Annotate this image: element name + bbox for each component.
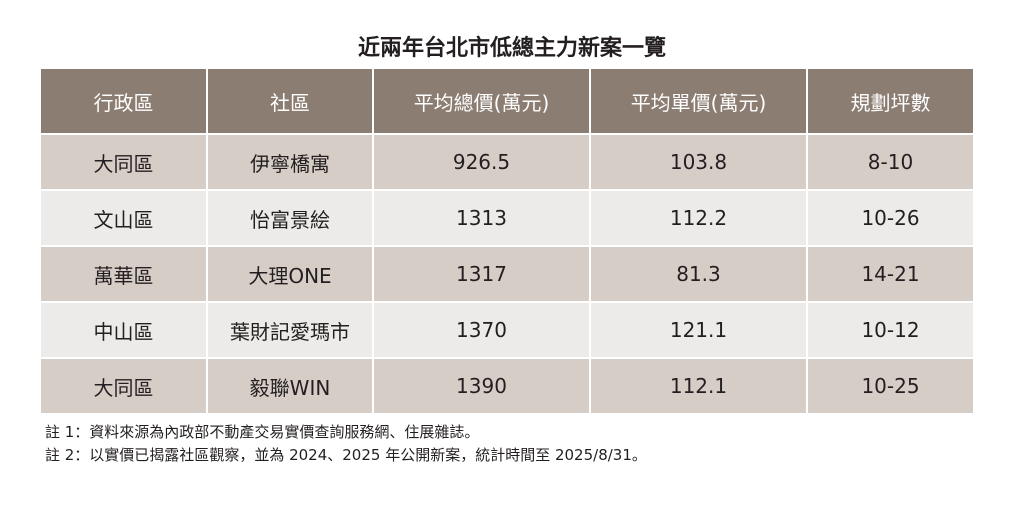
table-row: 大同區 毅聯WIN 1390 112.1 10-25 [41,357,973,415]
table-cell: 1313 [372,189,591,247]
table-cell: 伊寧橋寓 [206,133,374,191]
table-row: 大同區 伊寧橋寓 926.5 103.8 8-10 [41,133,973,191]
table-cell: 萬華區 [41,245,208,303]
table-cell: 926.5 [372,133,591,191]
title: 近兩年台北市低總主力新案一覽 [357,36,666,61]
table-cell: 14-21 [806,245,973,303]
table-cell: 112.2 [589,189,808,247]
table-cell: 中山區 [41,301,208,359]
table-cell: 112.1 [589,357,808,415]
table: 行政區 社區 平均總價(萬元) 平均單價(萬元) 規劃坪數 大同區 伊寧橋寓 926.5 103… [41,69,973,415]
table-cell: 10-25 [806,357,973,415]
note: 註 1：資料來源為內政部不動產交易實價查詢服務網、住展雜誌。 [45,423,480,441]
table-row: 文山區 怡富景絵 1313 112.2 10-26 [41,189,973,247]
header-cell: 規劃坪數 [806,69,973,135]
table-cell: 大同區 [41,357,208,415]
table-cell: 1317 [372,245,591,303]
table-cell: 121.1 [589,301,808,359]
table-cell: 1370 [372,301,591,359]
table-cell: 10-12 [806,301,973,359]
table-row: 中山區 葉財記愛瑪市 1370 121.1 10-12 [41,301,973,359]
header-cell: 平均總價(萬元) [372,69,591,135]
table-cell: 1390 [372,357,591,415]
table-cell: 10-26 [806,189,973,247]
table-row: 萬華區 大理ONE 1317 81.3 14-21 [41,245,973,303]
header-cell: 行政區 [41,69,208,135]
table-cell: 葉財記愛瑪市 [206,301,374,359]
header-cell: 社區 [206,69,374,135]
table-cell: 怡富景絵 [206,189,374,247]
header-row: 行政區 社區 平均總價(萬元) 平均單價(萬元) 規劃坪數 [41,69,973,135]
table-cell: 大理ONE [206,245,374,303]
table-cell: 81.3 [589,245,808,303]
header-cell: 平均單價(萬元) [589,69,808,135]
note: 註 2：以實價已揭露社區觀察，並為 2024、2025 年公開新案，統計時間至 … [45,446,647,464]
table-cell: 8-10 [806,133,973,191]
table-cell: 毅聯WIN [206,357,374,415]
table-cell: 大同區 [41,133,208,191]
table-cell: 文山區 [41,189,208,247]
table-cell: 103.8 [589,133,808,191]
